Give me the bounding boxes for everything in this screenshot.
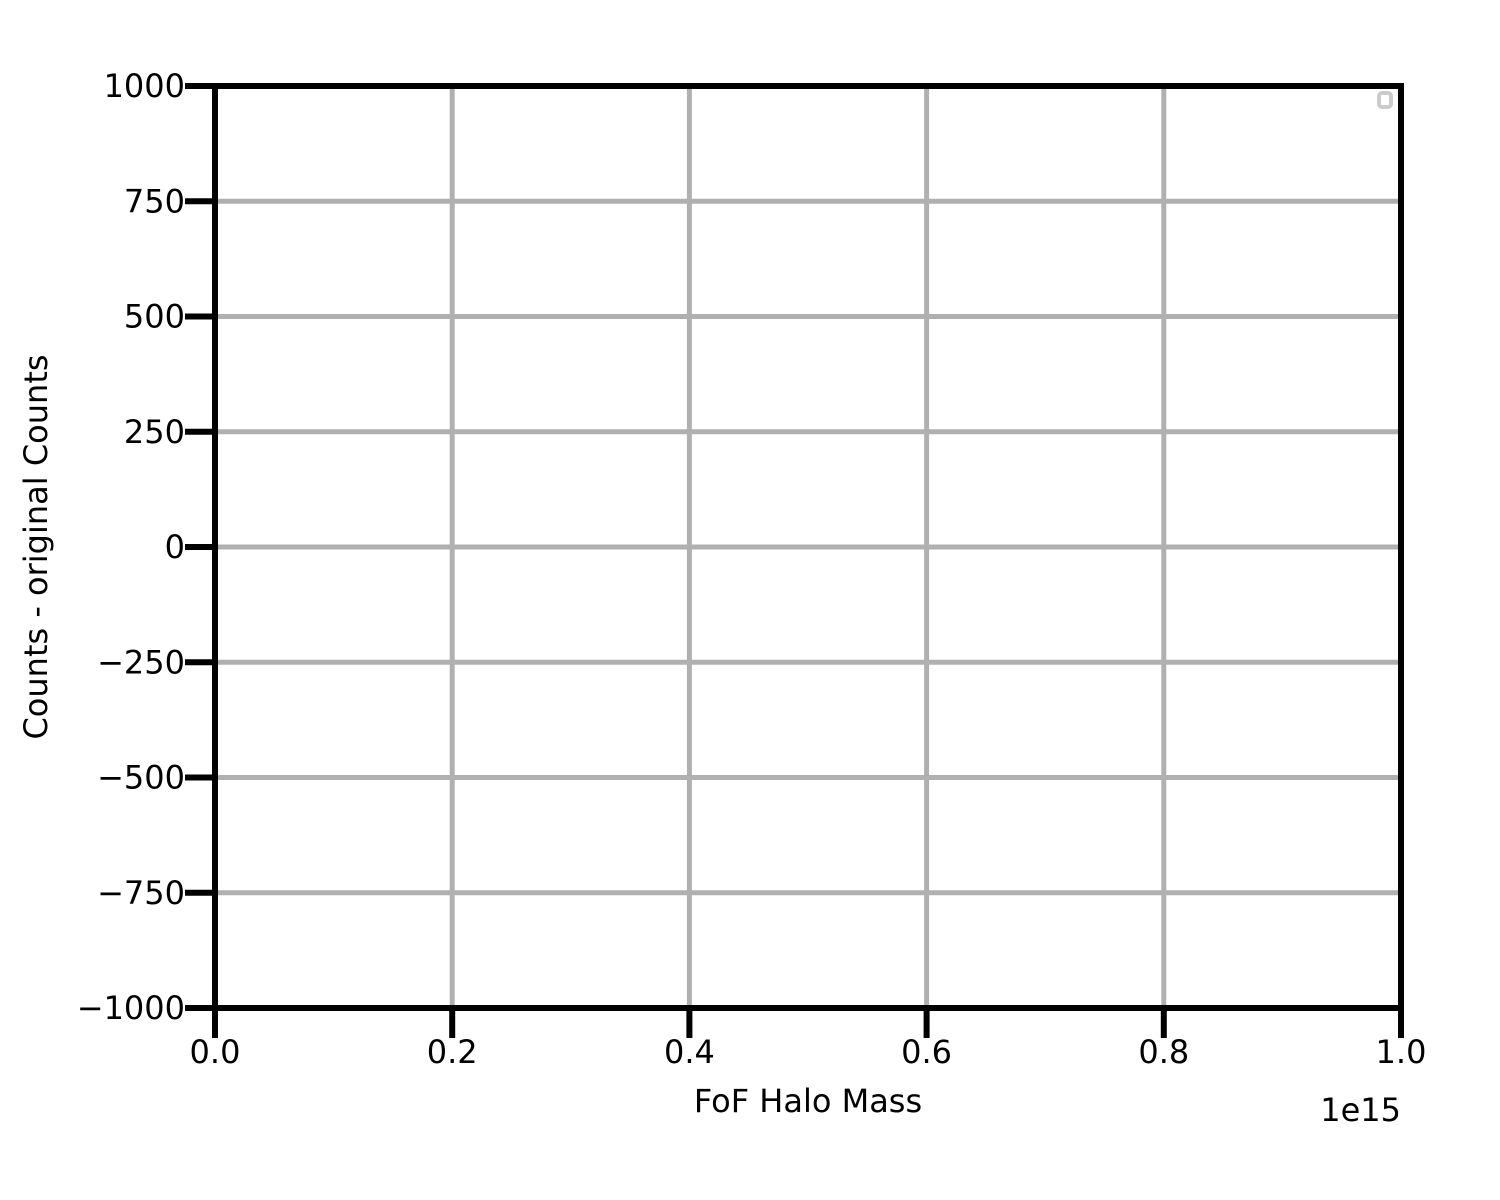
- y-tick-label-4: 0: [165, 528, 185, 566]
- x-tick-label-0: 0.0: [190, 1033, 241, 1071]
- x-tick-label-5: 1.0: [1376, 1033, 1427, 1071]
- ticks: [185, 83, 1404, 1038]
- x-tick-label-4: 0.8: [1138, 1033, 1189, 1071]
- x-offset-label: 1e15: [1320, 1091, 1401, 1129]
- y-tick-label-7: 750: [124, 182, 185, 220]
- y-tick-label-6: 500: [124, 298, 185, 336]
- legend-box: [1377, 91, 1393, 109]
- x-tick-label-2: 0.4: [664, 1033, 715, 1071]
- y-tick-label-8: 1000: [104, 67, 185, 105]
- x-tick-label-3: 0.6: [901, 1033, 952, 1071]
- y-tick-label-3: −250: [97, 643, 185, 681]
- grid: [212, 83, 1404, 1011]
- y-tick-label-5: 250: [124, 413, 185, 451]
- y-axis-label: Counts - original Counts: [17, 354, 55, 739]
- plot-frame: [212, 83, 1404, 1011]
- x-tick-label-1: 0.2: [427, 1033, 478, 1071]
- y-tick-label-0: −1000: [77, 989, 185, 1027]
- tick-labels: 0.0 0.2 0.4 0.6 0.8 1.0 −1000 −750 −500 −250 0 250 5…: [77, 67, 1427, 1071]
- x-axis-label: FoF Halo Mass: [694, 1082, 922, 1120]
- y-tick-label-1: −750: [97, 874, 185, 912]
- y-tick-label-2: −500: [97, 759, 185, 797]
